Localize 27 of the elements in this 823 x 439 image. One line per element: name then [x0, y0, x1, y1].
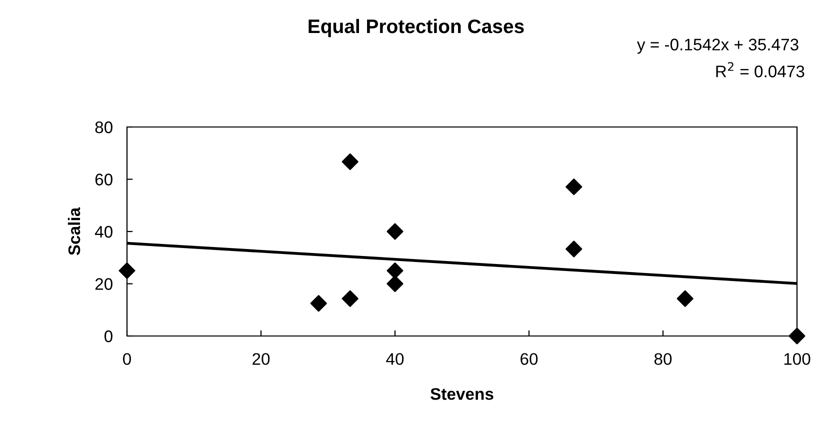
point: [566, 240, 582, 258]
point: [310, 295, 327, 312]
y-tick-label: 40: [94, 226, 112, 238]
y-axis-title: Scalia: [68, 207, 80, 256]
text: y = -0.1542x + 35.473: [636, 38, 798, 54]
point: [342, 153, 358, 170]
point: [386, 262, 404, 279]
x-tick-label: 100: [784, 353, 810, 365]
y-tick-label: 20: [95, 278, 112, 290]
text: R$^{2}$ = 0.0473: [716, 62, 804, 78]
point: [676, 290, 694, 307]
point: [386, 223, 404, 240]
point: [566, 178, 582, 196]
x-tick-label: 0: [123, 353, 131, 365]
point: [342, 290, 358, 307]
point: [788, 328, 806, 344]
x-tick-label: 60: [520, 353, 538, 365]
point: [386, 275, 404, 292]
chart-title: Equal Protection Cases: [308, 18, 524, 38]
x-tick-label: 20: [252, 353, 270, 365]
x-tick-label: 80: [654, 353, 672, 365]
y-tick-label: 60: [95, 174, 112, 186]
x-tick-label: 40: [386, 353, 404, 365]
x-axis-title: Stevens: [430, 388, 494, 400]
y-tick-label: 80: [95, 121, 112, 134]
point: [118, 262, 136, 279]
y-tick-label: 0: [104, 330, 112, 342]
